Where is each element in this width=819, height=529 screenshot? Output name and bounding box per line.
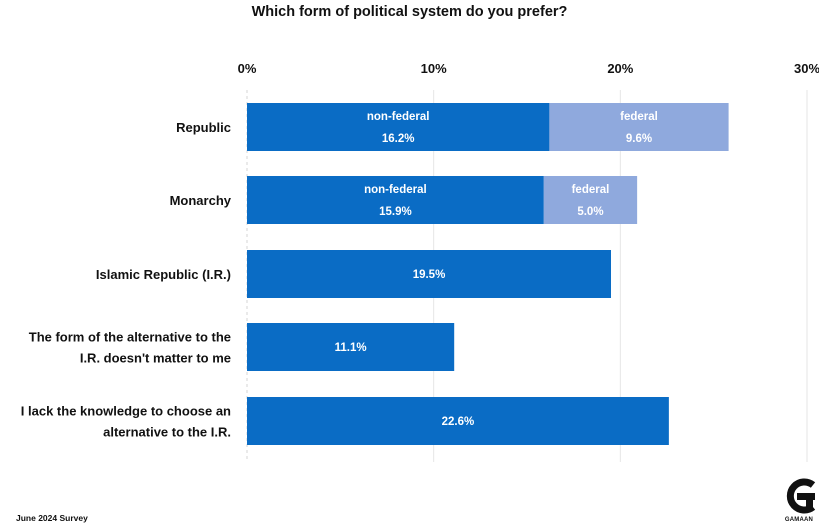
bars: non-federal 16.2% federal 9.6% non-federal 15… [247,103,729,445]
category-labels: Republic Monarchy Islamic Republic (I.R.) T… [21,120,232,440]
bar-series-label: federal [620,111,658,123]
category-label: Monarchy [170,193,232,208]
bar-series-label: non-federal [364,184,427,196]
category-label: alternative to the I.R. [103,425,231,440]
bar-series-label: non-federal [367,111,430,123]
bar-segment [549,103,729,151]
bar-value-label: 9.6% [626,133,652,145]
footer-note: June 2024 Survey [16,513,88,523]
bar-segment [247,397,669,445]
gamaan-logo-icon [786,478,816,514]
bar-value-label: 19.5% [413,269,446,281]
bar-segment [543,176,638,224]
chart-title: Which form of political system do you pr… [251,4,568,20]
x-tick-label: 30% [794,61,819,76]
category-label: I.R. doesn't matter to me [80,351,231,366]
category-label: I lack the knowledge to choose an [21,404,231,419]
x-tick-label: 0% [238,61,257,76]
category-label: Republic [176,120,231,135]
x-tick-label: 10% [421,61,447,76]
bar-segment [247,103,550,151]
brand-name: GAMAAN [784,517,814,523]
category-label: The form of the alternative to the [29,330,231,345]
bar-series-label: federal [572,184,610,196]
x-tick-label: 20% [607,61,633,76]
bar-value-label: 22.6% [442,416,475,428]
x-axis-ticks: 0% 10% 20% 30% [238,61,819,76]
category-label: Islamic Republic (I.R.) [96,267,231,282]
bar-value-label: 11.1% [335,342,367,354]
bar-segment [247,176,544,224]
bar-value-label: 5.0% [577,206,603,218]
bar-segment [247,250,611,298]
bar-value-label: 16.2% [382,133,415,145]
bar-segment [247,323,455,371]
bar-value-label: 15.9% [379,206,412,218]
